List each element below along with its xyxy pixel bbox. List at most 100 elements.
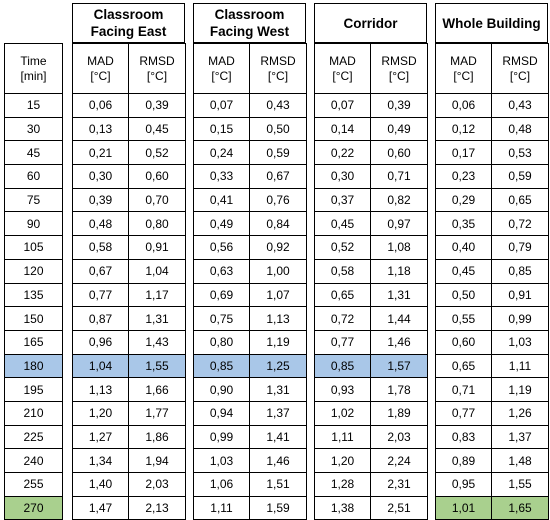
mad-cell: 0,71 xyxy=(435,377,492,402)
table-row: 195 xyxy=(4,377,63,402)
group-title: Corridor xyxy=(314,3,427,43)
rmsd-cell: 1,57 xyxy=(370,353,428,379)
mad-cell: 0,52 xyxy=(314,235,371,260)
rmsd-cell: 0,91 xyxy=(491,282,549,308)
table-row: 0,72 1,44 xyxy=(314,306,428,331)
time-cell: 195 xyxy=(4,377,63,402)
mad-cell: 0,94 xyxy=(193,400,250,426)
table-row: 105 xyxy=(4,235,63,260)
rmsd-cell: 0,84 xyxy=(249,211,307,237)
table-row: 0,45 0,97 xyxy=(314,211,428,237)
mad-cell: 1,11 xyxy=(314,424,371,450)
rmsd-cell: 1,86 xyxy=(128,424,186,450)
table-row: 0,29 0,65 xyxy=(435,187,549,213)
table-row: 0,17 0,53 xyxy=(435,140,549,166)
table-row: 30 xyxy=(4,116,63,142)
rmsd-header: RMSD [°C] xyxy=(128,43,186,94)
rmsd-cell: 1,77 xyxy=(128,400,186,426)
rmsd-cell: 1,18 xyxy=(370,258,428,284)
mad-cell: 0,41 xyxy=(193,187,250,213)
mad-cell: 1,02 xyxy=(314,400,371,426)
mad-cell: 0,12 xyxy=(435,116,492,142)
mad-cell: 0,80 xyxy=(193,329,250,355)
table-row: 0,77 1,26 xyxy=(435,400,549,426)
mad-cell: 0,85 xyxy=(314,353,371,379)
table-row: 1,02 1,89 xyxy=(314,400,428,426)
rmsd-cell: 1,03 xyxy=(491,329,549,355)
mad-cell: 0,99 xyxy=(193,424,250,450)
table-row: 15 xyxy=(4,93,63,118)
table-row: 1,40 2,03 xyxy=(72,472,186,497)
mad-cell: 1,03 xyxy=(193,448,250,473)
rmsd-cell: 1,48 xyxy=(491,448,549,473)
table-row: 1,03 1,46 xyxy=(193,448,307,473)
table-row: 0,30 0,71 xyxy=(314,164,428,189)
mad-cell: 0,15 xyxy=(193,116,250,142)
rmsd-cell: 0,97 xyxy=(370,211,428,237)
rmsd-cell: 2,31 xyxy=(370,472,428,497)
table-row: 0,58 1,18 xyxy=(314,258,428,284)
group-title: Classroom Facing East xyxy=(72,3,185,43)
mad-cell: 0,58 xyxy=(72,235,129,260)
rmsd-cell: 1,41 xyxy=(249,424,307,450)
table-row: 1,20 2,24 xyxy=(314,448,428,473)
rmsd-cell: 0,49 xyxy=(370,116,428,142)
mad-cell: 1,06 xyxy=(193,472,250,497)
table-row: 0,48 0,80 xyxy=(72,211,186,237)
table-row: 150 xyxy=(4,306,63,331)
mad-cell: 0,06 xyxy=(435,93,492,118)
mad-cell: 1,38 xyxy=(314,495,371,520)
table-row: 0,45 0,85 xyxy=(435,258,549,284)
time-cell: 105 xyxy=(4,235,63,260)
group-title: Whole Building xyxy=(435,3,548,43)
mad-cell: 0,13 xyxy=(72,116,129,142)
table-row: 0,55 0,99 xyxy=(435,306,549,331)
table-row: 0,39 0,70 xyxy=(72,187,186,213)
rmsd-cell: 1,37 xyxy=(249,400,307,426)
table-row: 0,56 0,92 xyxy=(193,235,307,260)
table-row: 0,30 0,60 xyxy=(72,164,186,189)
mad-cell: 0,63 xyxy=(193,258,250,284)
rmsd-cell: 1,26 xyxy=(491,400,549,426)
mad-cell: 1,13 xyxy=(72,377,129,402)
rmsd-cell: 0,80 xyxy=(128,211,186,237)
mad-cell: 1,47 xyxy=(72,495,129,520)
table-row: 0,35 0,72 xyxy=(435,211,549,237)
time-cell: 225 xyxy=(4,424,63,450)
table-row: 60 xyxy=(4,164,63,189)
mad-cell: 0,06 xyxy=(72,93,129,118)
table-row: 165 xyxy=(4,329,63,355)
rmsd-cell: 0,59 xyxy=(491,164,549,189)
time-cell: 45 xyxy=(4,140,63,166)
mad-cell: 0,56 xyxy=(193,235,250,260)
mad-cell: 0,21 xyxy=(72,140,129,166)
time-cell: 120 xyxy=(4,258,63,284)
rmsd-cell: 1,07 xyxy=(249,282,307,308)
mad-cell: 0,77 xyxy=(435,400,492,426)
mad-cell: 0,60 xyxy=(435,329,492,355)
mad-cell: 0,24 xyxy=(193,140,250,166)
mad-cell: 0,40 xyxy=(435,235,492,260)
table-row: 1,34 1,94 xyxy=(72,448,186,473)
mad-cell: 0,72 xyxy=(314,306,371,331)
mad-cell: 0,95 xyxy=(435,472,492,497)
mad-cell: 0,65 xyxy=(435,353,492,379)
mad-cell: 0,87 xyxy=(72,306,129,331)
rmsd-cell: 0,60 xyxy=(128,164,186,189)
table-row: 0,24 0,59 xyxy=(193,140,307,166)
table-row: 90 xyxy=(4,211,63,237)
table-row: 0,85 1,57 xyxy=(314,353,428,379)
rmsd-cell: 1,78 xyxy=(370,377,428,402)
mad-cell: 0,67 xyxy=(72,258,129,284)
table-row: 1,01 1,65 xyxy=(435,495,549,520)
mad-cell: 1,20 xyxy=(314,448,371,473)
mad-cell: 0,37 xyxy=(314,187,371,213)
table-row: 0,37 0,82 xyxy=(314,187,428,213)
mad-cell: 1,34 xyxy=(72,448,129,473)
table-row: 75 xyxy=(4,187,63,213)
rmsd-cell: 0,39 xyxy=(370,93,428,118)
rmsd-cell: 0,43 xyxy=(491,93,549,118)
mad-cell: 1,11 xyxy=(193,495,250,520)
rmsd-cell: 1,55 xyxy=(128,353,186,379)
table-row: 0,06 0,43 xyxy=(435,93,549,118)
